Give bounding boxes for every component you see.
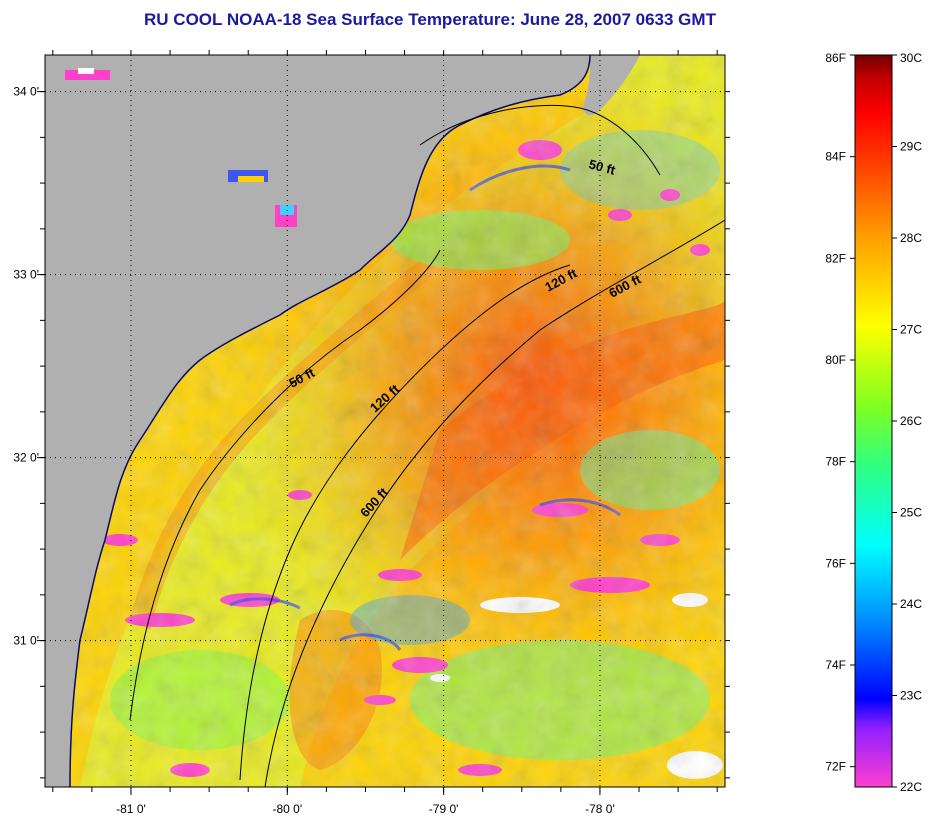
lon-tick-label: -81 0' <box>116 802 146 816</box>
colorbar-celsius-label: 29C <box>900 140 922 154</box>
depth-contours <box>129 104 725 787</box>
colorbar-celsius-label: 23C <box>900 689 922 703</box>
lat-tick-label: 33 0' <box>13 268 39 282</box>
colorbar-fahrenheit-label: 72F <box>825 760 846 774</box>
lat-tick-label: 31 0' <box>13 634 39 648</box>
longitude-ticks: -81 0' -80 0' -79 0' -78 0' <box>52 50 718 816</box>
contour-50ft-south <box>129 249 441 721</box>
colorbar-fahrenheit-label: 86F <box>825 51 846 65</box>
contour-50ft-north <box>419 104 661 176</box>
colorbar-celsius-label: 26C <box>900 414 922 428</box>
lat-tick-label: 32 0' <box>13 451 39 465</box>
colorbar-celsius-label: 24C <box>900 597 922 611</box>
land <box>45 55 590 787</box>
lon-tick-label: -80 0' <box>272 802 302 816</box>
colorbar: 30C 29C 28C 27C 26C 25C 24C 23C 22C 86F 84F 82F 80F… <box>825 51 922 794</box>
colorbar-fahrenheit-label: 84F <box>825 150 846 164</box>
colorbar-celsius-label: 28C <box>900 231 922 245</box>
lat-tick-label: 34 0' <box>13 85 39 99</box>
map-title: RU COOL NOAA-18 Sea Surface Temperature:… <box>144 10 716 29</box>
colorbar-celsius-labels: 30C 29C 28C 27C 26C 25C 24C 23C 22C <box>892 51 922 794</box>
colorbar-fahrenheit-label: 80F <box>825 353 846 367</box>
colorbar-celsius-label: 22C <box>900 780 922 794</box>
contour-600ft <box>264 219 725 787</box>
colorbar-celsius-label: 30C <box>900 51 922 65</box>
sst-field <box>45 55 725 787</box>
colorbar-ramp <box>854 54 893 788</box>
land <box>583 55 640 116</box>
lon-tick-label: -79 0' <box>429 802 459 816</box>
lon-tick-label: -78 0' <box>585 802 615 816</box>
colorbar-fahrenheit-label: 82F <box>825 251 846 265</box>
colorbar-fahrenheit-labels: 86F 84F 82F 80F 78F 76F 74F 72F <box>825 51 855 774</box>
coastline <box>69 55 591 787</box>
contour-label: 50 ft <box>587 156 617 178</box>
contour-120ft <box>239 264 571 781</box>
colorbar-fahrenheit-label: 76F <box>825 556 846 570</box>
colorbar-celsius-label: 25C <box>900 506 922 520</box>
map-frame <box>44 54 726 788</box>
colorbar-fahrenheit-label: 74F <box>825 658 846 672</box>
colorbar-celsius-label: 27C <box>900 323 922 337</box>
grid <box>45 55 725 787</box>
colorbar-fahrenheit-label: 78F <box>825 455 846 469</box>
latitude-ticks: 34 0' 33 0' 32 0' 31 0' <box>13 85 730 779</box>
